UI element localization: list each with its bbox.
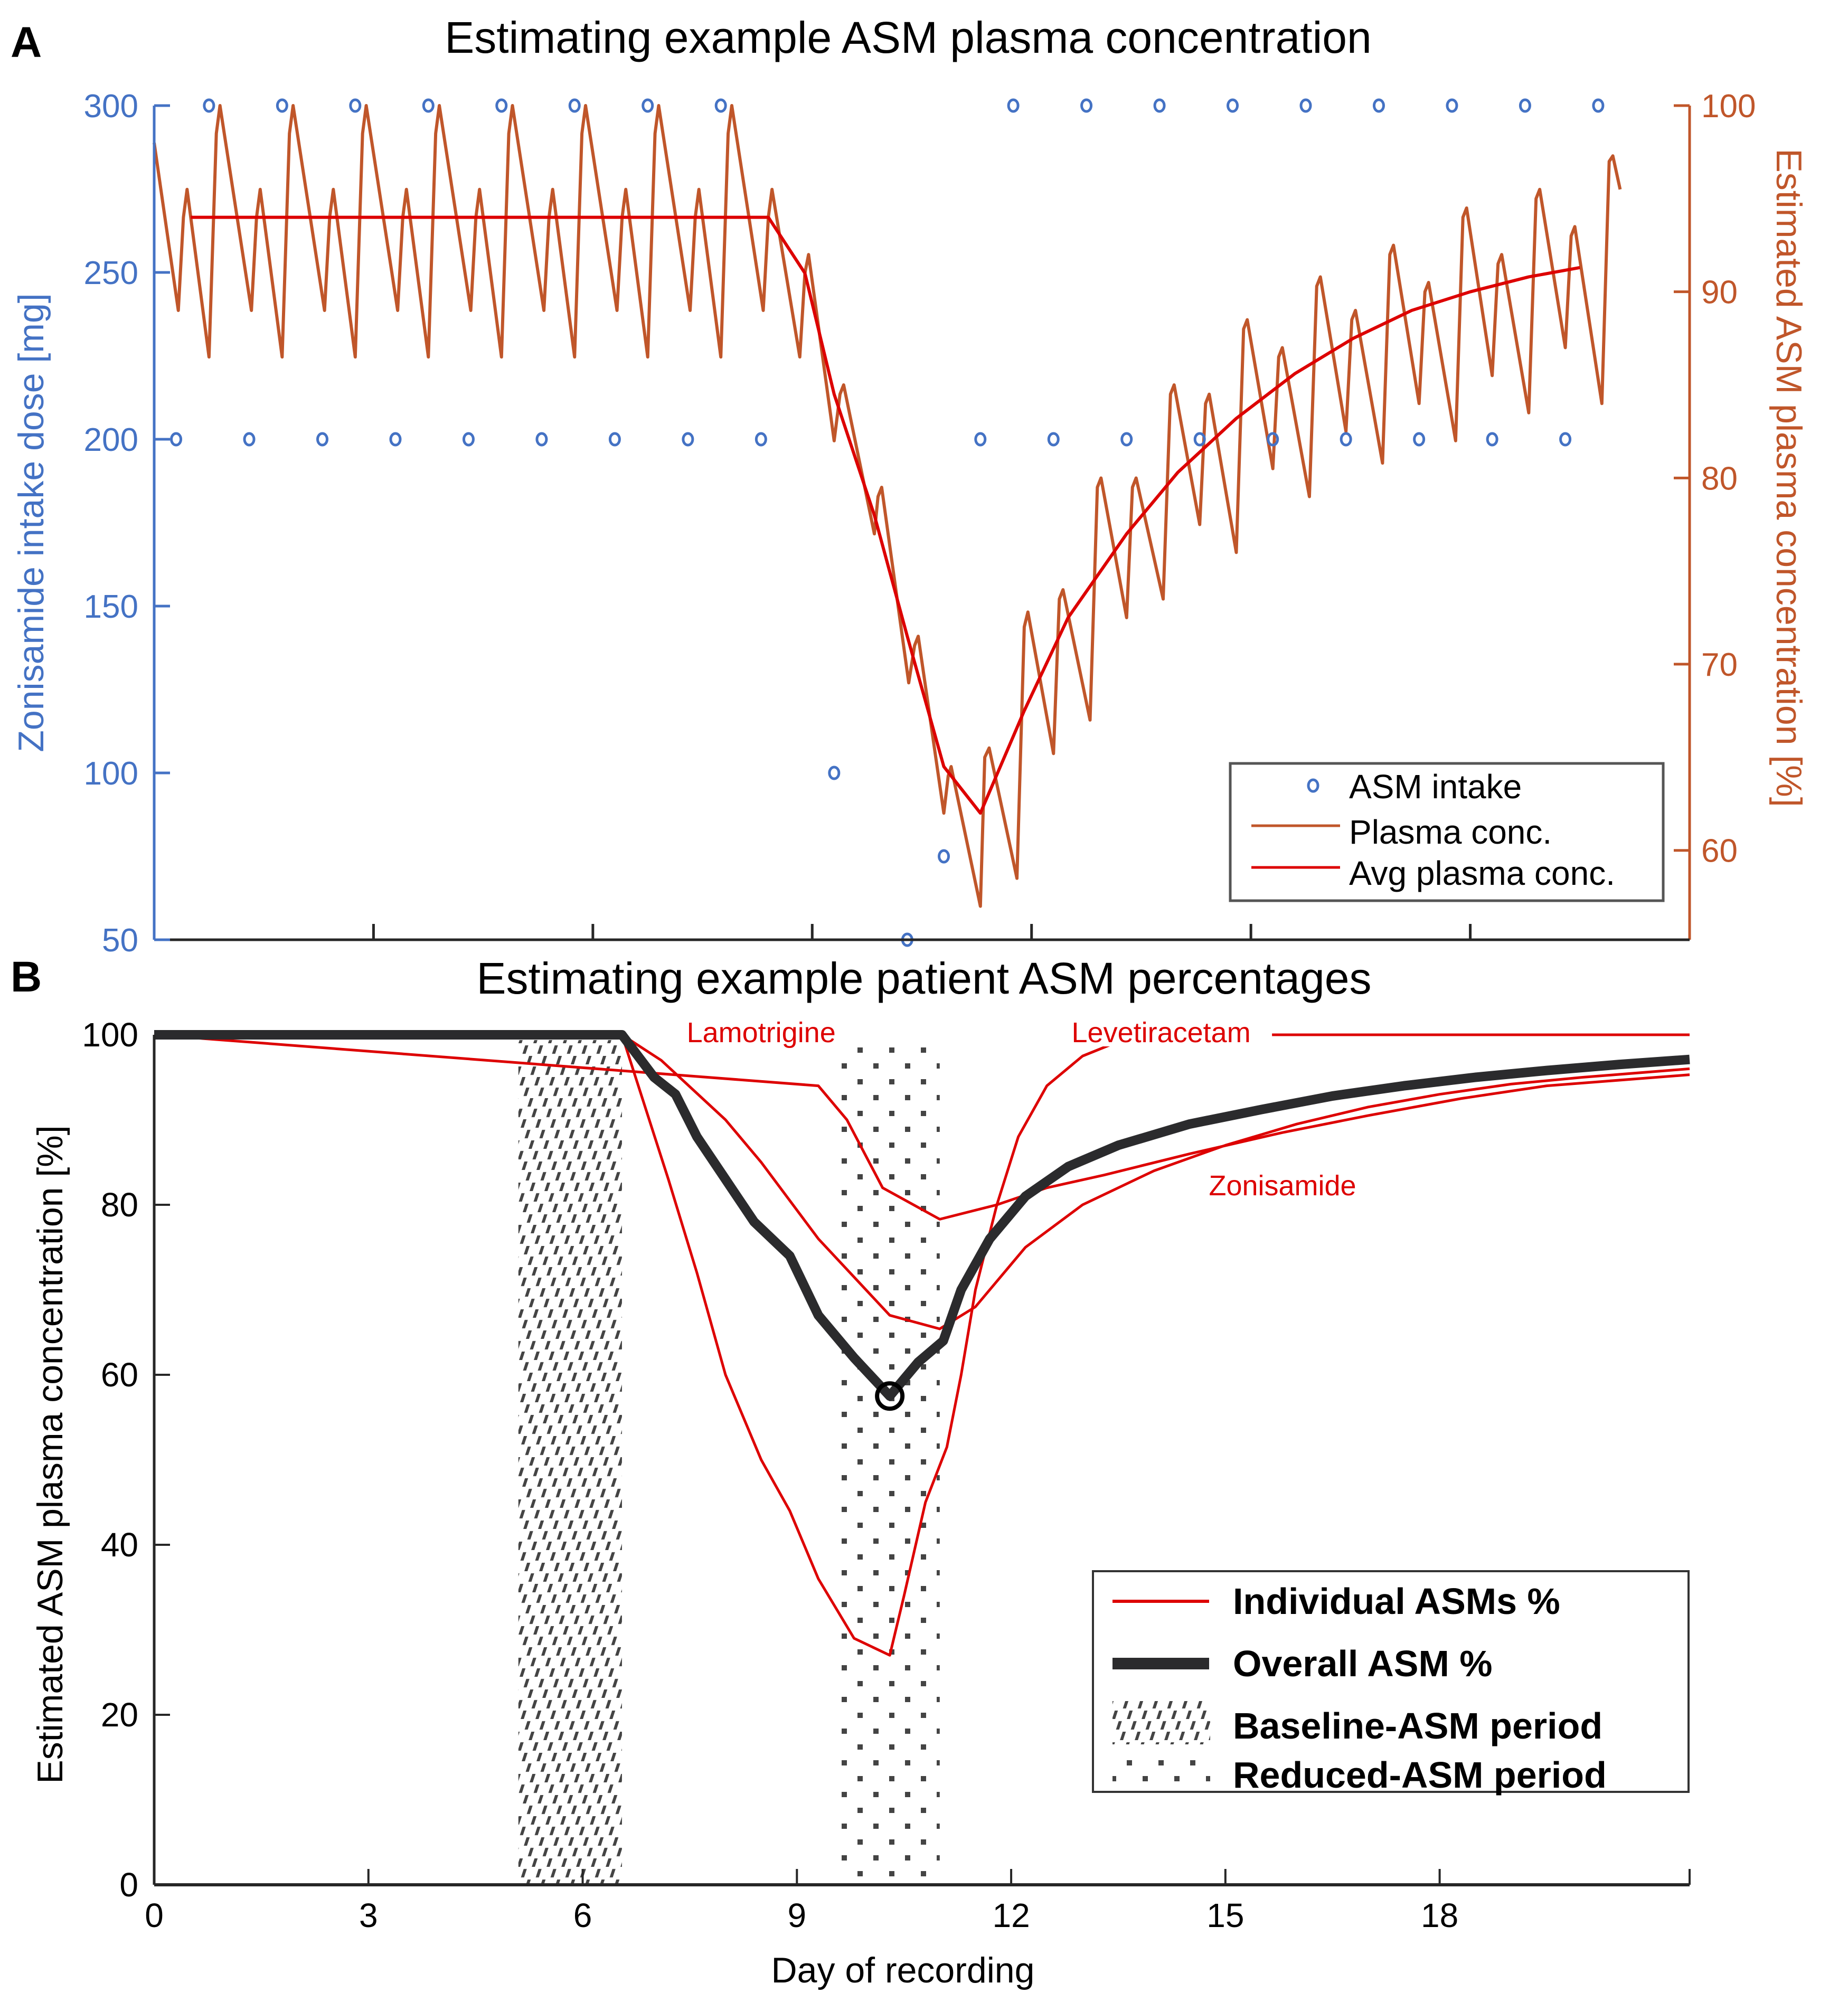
panel-a-right-tick-label: 80 <box>1701 460 1738 497</box>
intake-point <box>1340 432 1352 447</box>
annotation-background <box>1195 1166 1370 1200</box>
panel-b-y-tick-label: 20 <box>101 1696 138 1734</box>
intake-point <box>755 432 767 447</box>
intake-point <box>1559 432 1572 447</box>
intake-point <box>642 98 654 113</box>
panel-a-right-tick-label: 100 <box>1701 88 1756 125</box>
baseline-period-band <box>518 1040 622 1885</box>
panel-b-y-tick-label: 100 <box>82 1016 138 1054</box>
intake-point <box>349 98 362 113</box>
annotation-background <box>666 1014 856 1046</box>
intake-point <box>495 98 508 113</box>
zonisamide-line <box>154 1033 1690 1221</box>
intake-point <box>422 98 435 113</box>
intake-point <box>316 432 328 447</box>
annotation-background <box>1050 1014 1272 1046</box>
intake-point <box>1007 98 1020 113</box>
intake-point <box>1080 98 1093 113</box>
panel-b: B Estimating example patient ASM percent… <box>11 953 1691 1990</box>
intake-point <box>1227 98 1239 113</box>
intake-point <box>389 432 402 447</box>
panel-a-ylabel-left: Zonisamide intake dose [mg] <box>11 293 51 752</box>
intake-point <box>682 432 694 447</box>
legend-plasma-label: Plasma conc. <box>1349 813 1552 851</box>
intake-point <box>714 98 727 113</box>
panel-b-x-tick-label: 12 <box>992 1896 1030 1934</box>
intake-point <box>1519 98 1531 113</box>
intake-point <box>1413 432 1426 447</box>
intake-point <box>568 98 581 113</box>
intake-point <box>1047 432 1060 447</box>
panel-a-left-tick-label: 200 <box>84 422 138 458</box>
intake-point <box>1267 432 1279 447</box>
intake-point <box>828 766 841 780</box>
intake-point <box>1592 98 1605 113</box>
legend-reduced-label: Reduced-ASM period <box>1233 1754 1607 1796</box>
intake-point <box>1299 98 1312 113</box>
panel-b-y-tick-label: 80 <box>101 1186 138 1224</box>
panel-a-left-tick-label: 100 <box>84 756 138 792</box>
panel-a-left-tick-label: 250 <box>84 255 138 291</box>
panel-b-x-tick-label: 18 <box>1421 1896 1458 1934</box>
intake-point <box>1486 432 1498 447</box>
panel-b-x-tick-label: 9 <box>788 1896 807 1934</box>
minimum-marker <box>875 1381 905 1411</box>
legend-overall-label: Overall ASM % <box>1233 1643 1492 1684</box>
intake-point <box>203 98 215 113</box>
panel-b-label: B <box>11 953 42 1001</box>
panel-b-legend: Individual ASMs % Overall ASM % Baseline… <box>1092 1570 1690 1796</box>
panel-b-x-tick-label: 15 <box>1206 1896 1244 1934</box>
avg-plasma-conc-line <box>191 215 1580 815</box>
annotation-label: Zonisamide <box>1209 1170 1356 1202</box>
annotation-label: Lamotrigine <box>687 1017 836 1049</box>
panel-b-x-tick-label: 6 <box>573 1896 592 1934</box>
panel-b-xlabel: Day of recording <box>771 1950 1035 1990</box>
reduced-period-band <box>840 1040 940 1885</box>
panel-b-x-tick-label: 0 <box>145 1896 164 1934</box>
panel-a-right-tick-label: 70 <box>1701 647 1738 683</box>
panel-a-right-tick-label: 60 <box>1701 833 1738 870</box>
intake-point <box>938 849 950 864</box>
annotation-label: Levetiracetam <box>1072 1017 1251 1049</box>
legend-reduced-swatch <box>1112 1752 1210 1790</box>
intake-point <box>535 432 548 447</box>
legend-baseline-label: Baseline-ASM period <box>1233 1705 1602 1746</box>
panel-b-y-tick-label: 0 <box>119 1866 138 1904</box>
intake-point <box>1193 432 1206 447</box>
legend-intake-marker <box>1307 778 1319 793</box>
panel-a: A Estimating example ASM plasma concentr… <box>11 13 1809 959</box>
intake-point <box>170 432 183 447</box>
intake-point <box>974 432 987 447</box>
intake-point <box>462 432 475 447</box>
legend-avg-label: Avg plasma conc. <box>1349 854 1615 892</box>
legend-individual-label: Individual ASMs % <box>1233 1581 1560 1622</box>
plasma-conc-line <box>153 104 1622 908</box>
intake-point <box>1446 98 1458 113</box>
panel-b-y-tick-label: 40 <box>101 1526 138 1564</box>
panel-a-title: Estimating example ASM plasma concentrat… <box>445 13 1372 62</box>
intake-point <box>243 432 256 447</box>
levetiracetam-line <box>154 1033 1690 1657</box>
overall-asm-line <box>154 1030 1690 1401</box>
panel-a-left-tick-label: 50 <box>102 922 138 959</box>
panel-b-title: Estimating example patient ASM percentag… <box>477 953 1372 1003</box>
intake-point <box>1153 98 1166 113</box>
intake-point <box>276 98 288 113</box>
panel-a-left-tick-label: 300 <box>84 88 138 125</box>
panel-b-x-tick-label: 3 <box>359 1896 378 1934</box>
intake-point <box>608 432 621 447</box>
panel-a-label: A <box>11 18 42 67</box>
panel-a-right-tick-label: 90 <box>1701 275 1738 311</box>
panel-a-ylabel-right: Estimated ASM plasma concentration [%] <box>1769 148 1809 807</box>
panel-a-legend: ASM intake Plasma conc. Avg plasma conc. <box>1229 762 1665 902</box>
panel-a-left-tick-label: 150 <box>84 589 138 625</box>
legend-baseline-swatch <box>1112 1701 1210 1744</box>
legend-intake-label: ASM intake <box>1349 768 1522 806</box>
panel-b-y-tick-label: 60 <box>101 1356 138 1394</box>
lamotrigine-line <box>154 1033 1690 1330</box>
intake-point <box>1372 98 1385 113</box>
panel-b-ylabel: Estimated ASM plasma concentration [%] <box>30 1125 70 1783</box>
intake-point <box>1120 432 1133 447</box>
